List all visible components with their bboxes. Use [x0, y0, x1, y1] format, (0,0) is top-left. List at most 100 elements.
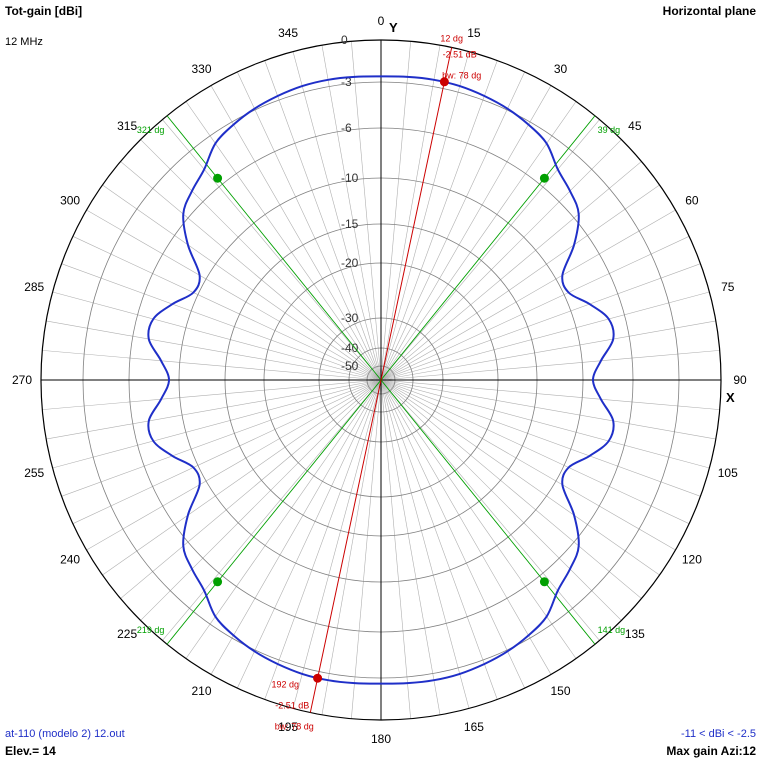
radial-spoke [380, 379, 470, 709]
radial-spoke [380, 161, 642, 381]
radial-spoke [380, 379, 660, 576]
main-lobe-bw-label: bw: 78 dg [275, 722, 314, 732]
radial-spoke [321, 379, 382, 715]
radial-spoke [46, 320, 382, 381]
radial-spoke [380, 379, 622, 621]
radial-spoke [210, 85, 382, 381]
ring-label: -30 [341, 311, 359, 325]
pattern-curve [147, 75, 615, 685]
beamwidth-line [166, 379, 382, 645]
radial-spoke [380, 139, 622, 381]
angle-label: 270 [12, 373, 32, 387]
angle-label: 300 [60, 194, 80, 208]
radial-spoke [380, 379, 525, 689]
beamwidth-line [380, 379, 596, 645]
radial-spoke [380, 379, 642, 599]
ring-label: -6 [341, 121, 352, 135]
angle-label: 225 [117, 627, 137, 641]
ring-label: 0 [341, 33, 348, 47]
beamwidth-label: 321 dg [137, 125, 165, 135]
angle-label: 180 [371, 732, 391, 746]
radial-spoke [52, 379, 382, 469]
radial-spoke [61, 379, 382, 497]
radial-spoke [292, 379, 382, 709]
ring-label: -20 [341, 256, 359, 270]
radial-spoke [380, 379, 552, 675]
beamwidth-point [539, 173, 549, 183]
radial-spoke [380, 85, 552, 381]
max-gain-label: Max gain Azi:12 [666, 744, 756, 758]
main-lobe-bw-label: bw: 78 dg [442, 70, 481, 80]
angle-label: 45 [628, 119, 642, 133]
main-lobe-gain-label: -2.51 dB [443, 49, 477, 59]
gain-range-label: -11 < dBi < -2.5 [680, 728, 756, 740]
radial-spoke [72, 379, 382, 524]
angle-label: 165 [464, 720, 484, 734]
elevation-label: Elev.= 14 [5, 744, 56, 758]
radial-spoke [61, 263, 382, 381]
x-axis-label: X [726, 390, 735, 405]
beamwidth-point [213, 577, 223, 587]
radial-spoke [380, 379, 577, 659]
y-axis-label: Y [389, 20, 398, 35]
ring-label: -10 [341, 171, 359, 185]
angle-label: 60 [685, 194, 699, 208]
angle-label: 30 [554, 62, 568, 76]
radial-spoke [264, 379, 382, 700]
main-lobe-line [380, 47, 453, 381]
radial-spoke [380, 379, 411, 719]
radial-spoke [102, 184, 382, 381]
chart-title: Tot-gain [dBi] [5, 4, 83, 18]
plane-label: Horizontal plane [662, 4, 756, 18]
radial-spoke [140, 139, 382, 381]
radial-spoke [380, 291, 710, 381]
radial-spoke [380, 379, 710, 469]
angle-label: 315 [117, 119, 137, 133]
angle-label: 330 [191, 62, 211, 76]
main-lobe-angle-label: 192 dg [272, 680, 300, 690]
angle-label: 0 [378, 14, 385, 28]
radial-spoke [380, 45, 441, 381]
beamwidth-point [539, 577, 549, 587]
angle-label: 105 [718, 466, 738, 480]
beamwidth-point [213, 173, 223, 183]
main-lobe-line [309, 379, 382, 713]
radial-spoke [380, 379, 600, 641]
angle-label: 120 [682, 553, 702, 567]
radial-spoke [264, 60, 382, 381]
beamwidth-line [166, 115, 382, 381]
radial-spoke [120, 379, 382, 599]
radial-spoke [351, 379, 382, 719]
beamwidth-line [380, 115, 596, 381]
radial-spoke [380, 119, 600, 381]
angle-label: 210 [191, 684, 211, 698]
main-lobe-point [439, 77, 449, 87]
ring-label: -15 [341, 217, 359, 231]
radial-spoke [185, 101, 382, 381]
radial-spoke [380, 51, 470, 381]
angle-label: 15 [467, 26, 481, 40]
radial-spoke [380, 236, 690, 381]
angle-label: 75 [721, 280, 735, 294]
radial-spoke [46, 379, 382, 440]
beamwidth-label: 141 dg [598, 625, 626, 635]
frequency-label: 12 MHz [5, 36, 43, 48]
radial-spoke [185, 379, 382, 659]
radial-spoke [380, 71, 525, 381]
radial-spoke [72, 236, 382, 381]
radial-spoke [102, 379, 382, 576]
angle-label: 240 [60, 553, 80, 567]
ring-label: -3 [341, 75, 352, 89]
radial-spoke [380, 379, 701, 497]
radial-spoke [292, 51, 382, 381]
angle-label: 150 [550, 684, 570, 698]
radial-spoke [42, 379, 382, 410]
radial-spoke [52, 291, 382, 381]
radial-spoke [42, 350, 382, 381]
radial-spoke [237, 379, 382, 689]
ring-label: -40 [341, 341, 359, 355]
beamwidth-label: 39 dg [598, 125, 621, 135]
beamwidth-label: 219 dg [137, 625, 165, 635]
angle-label: 195 [278, 720, 298, 734]
